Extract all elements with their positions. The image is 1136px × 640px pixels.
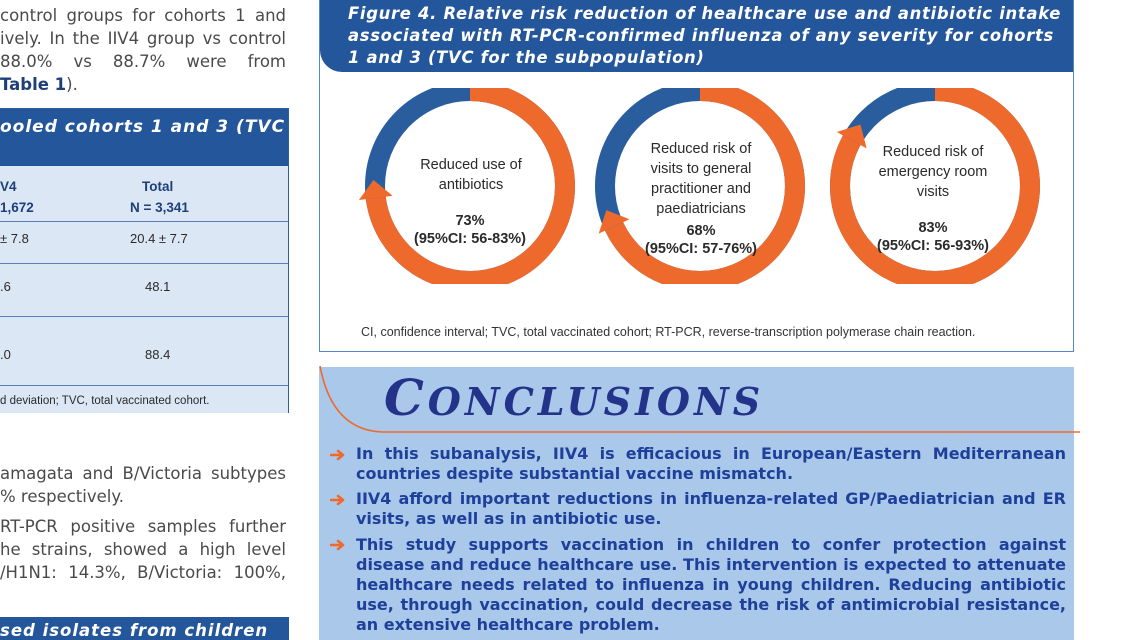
- donut-ci: (95%CI: 57-76%): [644, 241, 757, 257]
- section-heading-isolates: sed isolates from children: [0, 617, 289, 640]
- donut-arrowhead: [358, 180, 393, 201]
- table-body: V4 1,672 Total N = 3,341 ± 7.8 20.4 ± 7.…: [0, 166, 288, 413]
- donut-reduction-arc: [830, 88, 1040, 284]
- table-header-iiv4-n: 1,672: [0, 200, 34, 215]
- text-line: amagata and B/Victoria subtypes: [0, 464, 286, 483]
- table-header-iiv4: V4: [0, 179, 17, 194]
- text-line: control groups for cohorts 1 and: [0, 6, 286, 25]
- donut-ci: (95%CI: 56-83%): [413, 231, 526, 247]
- donut-arrowhead: [836, 124, 867, 149]
- heading-rest: ONCLUSIONS: [427, 379, 765, 424]
- bullet-arrow-icon: [330, 449, 345, 461]
- text-line: ively. In the IIV4 group vs control: [0, 29, 286, 48]
- conclusions-header-rule: [319, 365, 1080, 433]
- table-rule: [0, 385, 288, 386]
- bullet-arrow-icon: [330, 539, 345, 551]
- donut-label-line: emergency room: [878, 164, 988, 180]
- table-reference[interactable]: Table 1: [0, 75, 67, 94]
- conclusion-bullet: In this subanalysis, IIV4 is efficacious…: [356, 444, 1066, 483]
- donut-label-gp-visits: Reduced risk of visits to general practi…: [630, 139, 772, 219]
- text-line: /H1N1: 14.3%, B/Victoria: 100%,: [0, 563, 286, 582]
- donut-value-er-visits: 83% (95%CI: 56-93%): [857, 219, 1009, 255]
- donut-value-gp-visits: 68% (95%CI: 57-76%): [625, 222, 777, 258]
- table-cell: 48.1: [145, 279, 171, 294]
- conclusion-bullet: This study supports vaccination in child…: [356, 535, 1066, 634]
- text-line: he strains, showed a high level: [0, 540, 286, 559]
- table-header-total: Total: [142, 179, 174, 194]
- table-rule: [0, 316, 288, 317]
- text-line: RT-PCR positive samples further: [0, 517, 286, 536]
- text-fragment: ).: [66, 75, 78, 94]
- left-paragraph-subtypes: amagata and B/Victoria subtypes % respec…: [0, 462, 286, 508]
- text-line: 88.0% vs 88.7% were from: [0, 52, 286, 71]
- donut-label-line: Reduced risk of: [650, 141, 752, 157]
- table-cell: ± 7.8: [0, 231, 29, 246]
- donut-label-antibiotics: Reduced use of antibiotics: [400, 155, 542, 195]
- donut-label-line: visits: [916, 184, 950, 200]
- donut-chart-er-visits: [830, 88, 1040, 284]
- table-cell: .0: [0, 347, 11, 362]
- text-line: Table 1).: [0, 73, 286, 96]
- donut-label-line: Reduced use of: [420, 157, 522, 173]
- figure-caption-bar: Figure 4. Relative risk reduction of hea…: [320, 0, 1073, 72]
- donut-label-line: paediatricians: [656, 201, 746, 217]
- left-paragraph-strains: RT-PCR positive samples further he strai…: [0, 515, 286, 584]
- donut-chart-gp-visits: [595, 88, 805, 284]
- text-line: % respectively.: [0, 487, 124, 506]
- donut-chart-antibiotics: [358, 88, 575, 284]
- donut-reduction-arc: [365, 88, 575, 284]
- donut-percentage: 68%: [686, 223, 716, 239]
- conclusions-panel: [319, 367, 1074, 640]
- table-cell: 88.4: [145, 347, 171, 362]
- table-rule: [0, 221, 288, 222]
- demographics-table: ooled cohorts 1 and 3 (TVC V4 1,672 Tota…: [0, 108, 289, 413]
- donut-label-line: antibiotics: [438, 177, 504, 193]
- donut-percentage: 83%: [918, 220, 948, 236]
- donut-value-antibiotics: 73% (95%CI: 56-83%): [395, 212, 545, 248]
- conclusion-bullet: IIV4 afford important reductions in infl…: [356, 489, 1066, 528]
- donut-percentage: 73%: [455, 213, 485, 229]
- figure-caption: Figure 4. Relative risk reduction of hea…: [348, 4, 1062, 67]
- donut-label-er-visits: Reduced risk of emergency room visits: [862, 142, 1004, 202]
- table-footnote: d deviation; TVC, total vaccinated cohor…: [0, 395, 210, 407]
- donut-reduction-arc: [605, 88, 805, 284]
- figure-footnote: CI, confidence interval; TVC, total vacc…: [361, 325, 976, 339]
- donut-label-line: practitioner and: [651, 181, 751, 197]
- donut-label-line: visits to general: [650, 161, 752, 177]
- donut-label-line: Reduced risk of: [882, 144, 984, 160]
- left-paragraph-results: control groups for cohorts 1 and ively. …: [0, 4, 286, 96]
- conclusions-heading: CONCLUSIONS: [384, 368, 764, 427]
- bullet-arrow-icon: [330, 494, 345, 506]
- donut-arrowhead: [598, 210, 630, 234]
- donut-ci: (95%CI: 56-93%): [876, 238, 989, 254]
- table-rule: [0, 263, 288, 264]
- heading-initial: C: [384, 368, 428, 427]
- table-title: ooled cohorts 1 and 3 (TVC: [0, 109, 288, 166]
- table-cell: .6: [0, 279, 11, 294]
- table-header-total-n: N = 3,341: [130, 200, 189, 215]
- table-cell: 20.4 ± 7.7: [130, 231, 188, 246]
